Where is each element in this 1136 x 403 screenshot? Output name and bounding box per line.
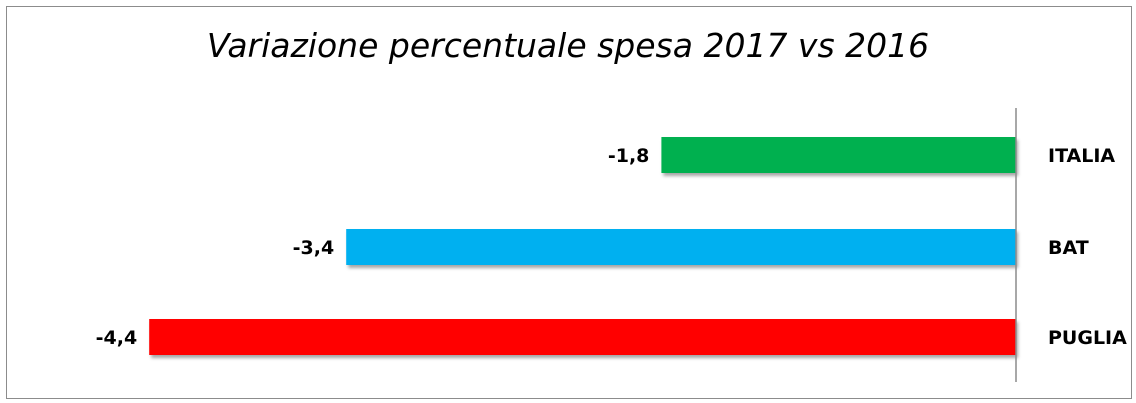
category-label-puglia: PUGLIA	[1048, 327, 1127, 349]
bar-italia	[661, 137, 1016, 173]
chart-title: Variazione percentuale spesa 2017 vs 201…	[206, 26, 930, 65]
bar-bat	[346, 229, 1016, 265]
category-label-italia: ITALIA	[1048, 145, 1115, 167]
value-label-puglia: -4,4	[96, 327, 138, 349]
value-label-bat: -3,4	[293, 237, 335, 259]
bar-puglia	[149, 319, 1016, 355]
bars-layer	[149, 137, 1016, 355]
labels-layer: -1,8 ITALIA -3,4 BAT -4,4 PUGLIA	[96, 145, 1127, 349]
value-label-italia: -1,8	[608, 145, 650, 167]
category-label-bat: BAT	[1048, 237, 1089, 259]
